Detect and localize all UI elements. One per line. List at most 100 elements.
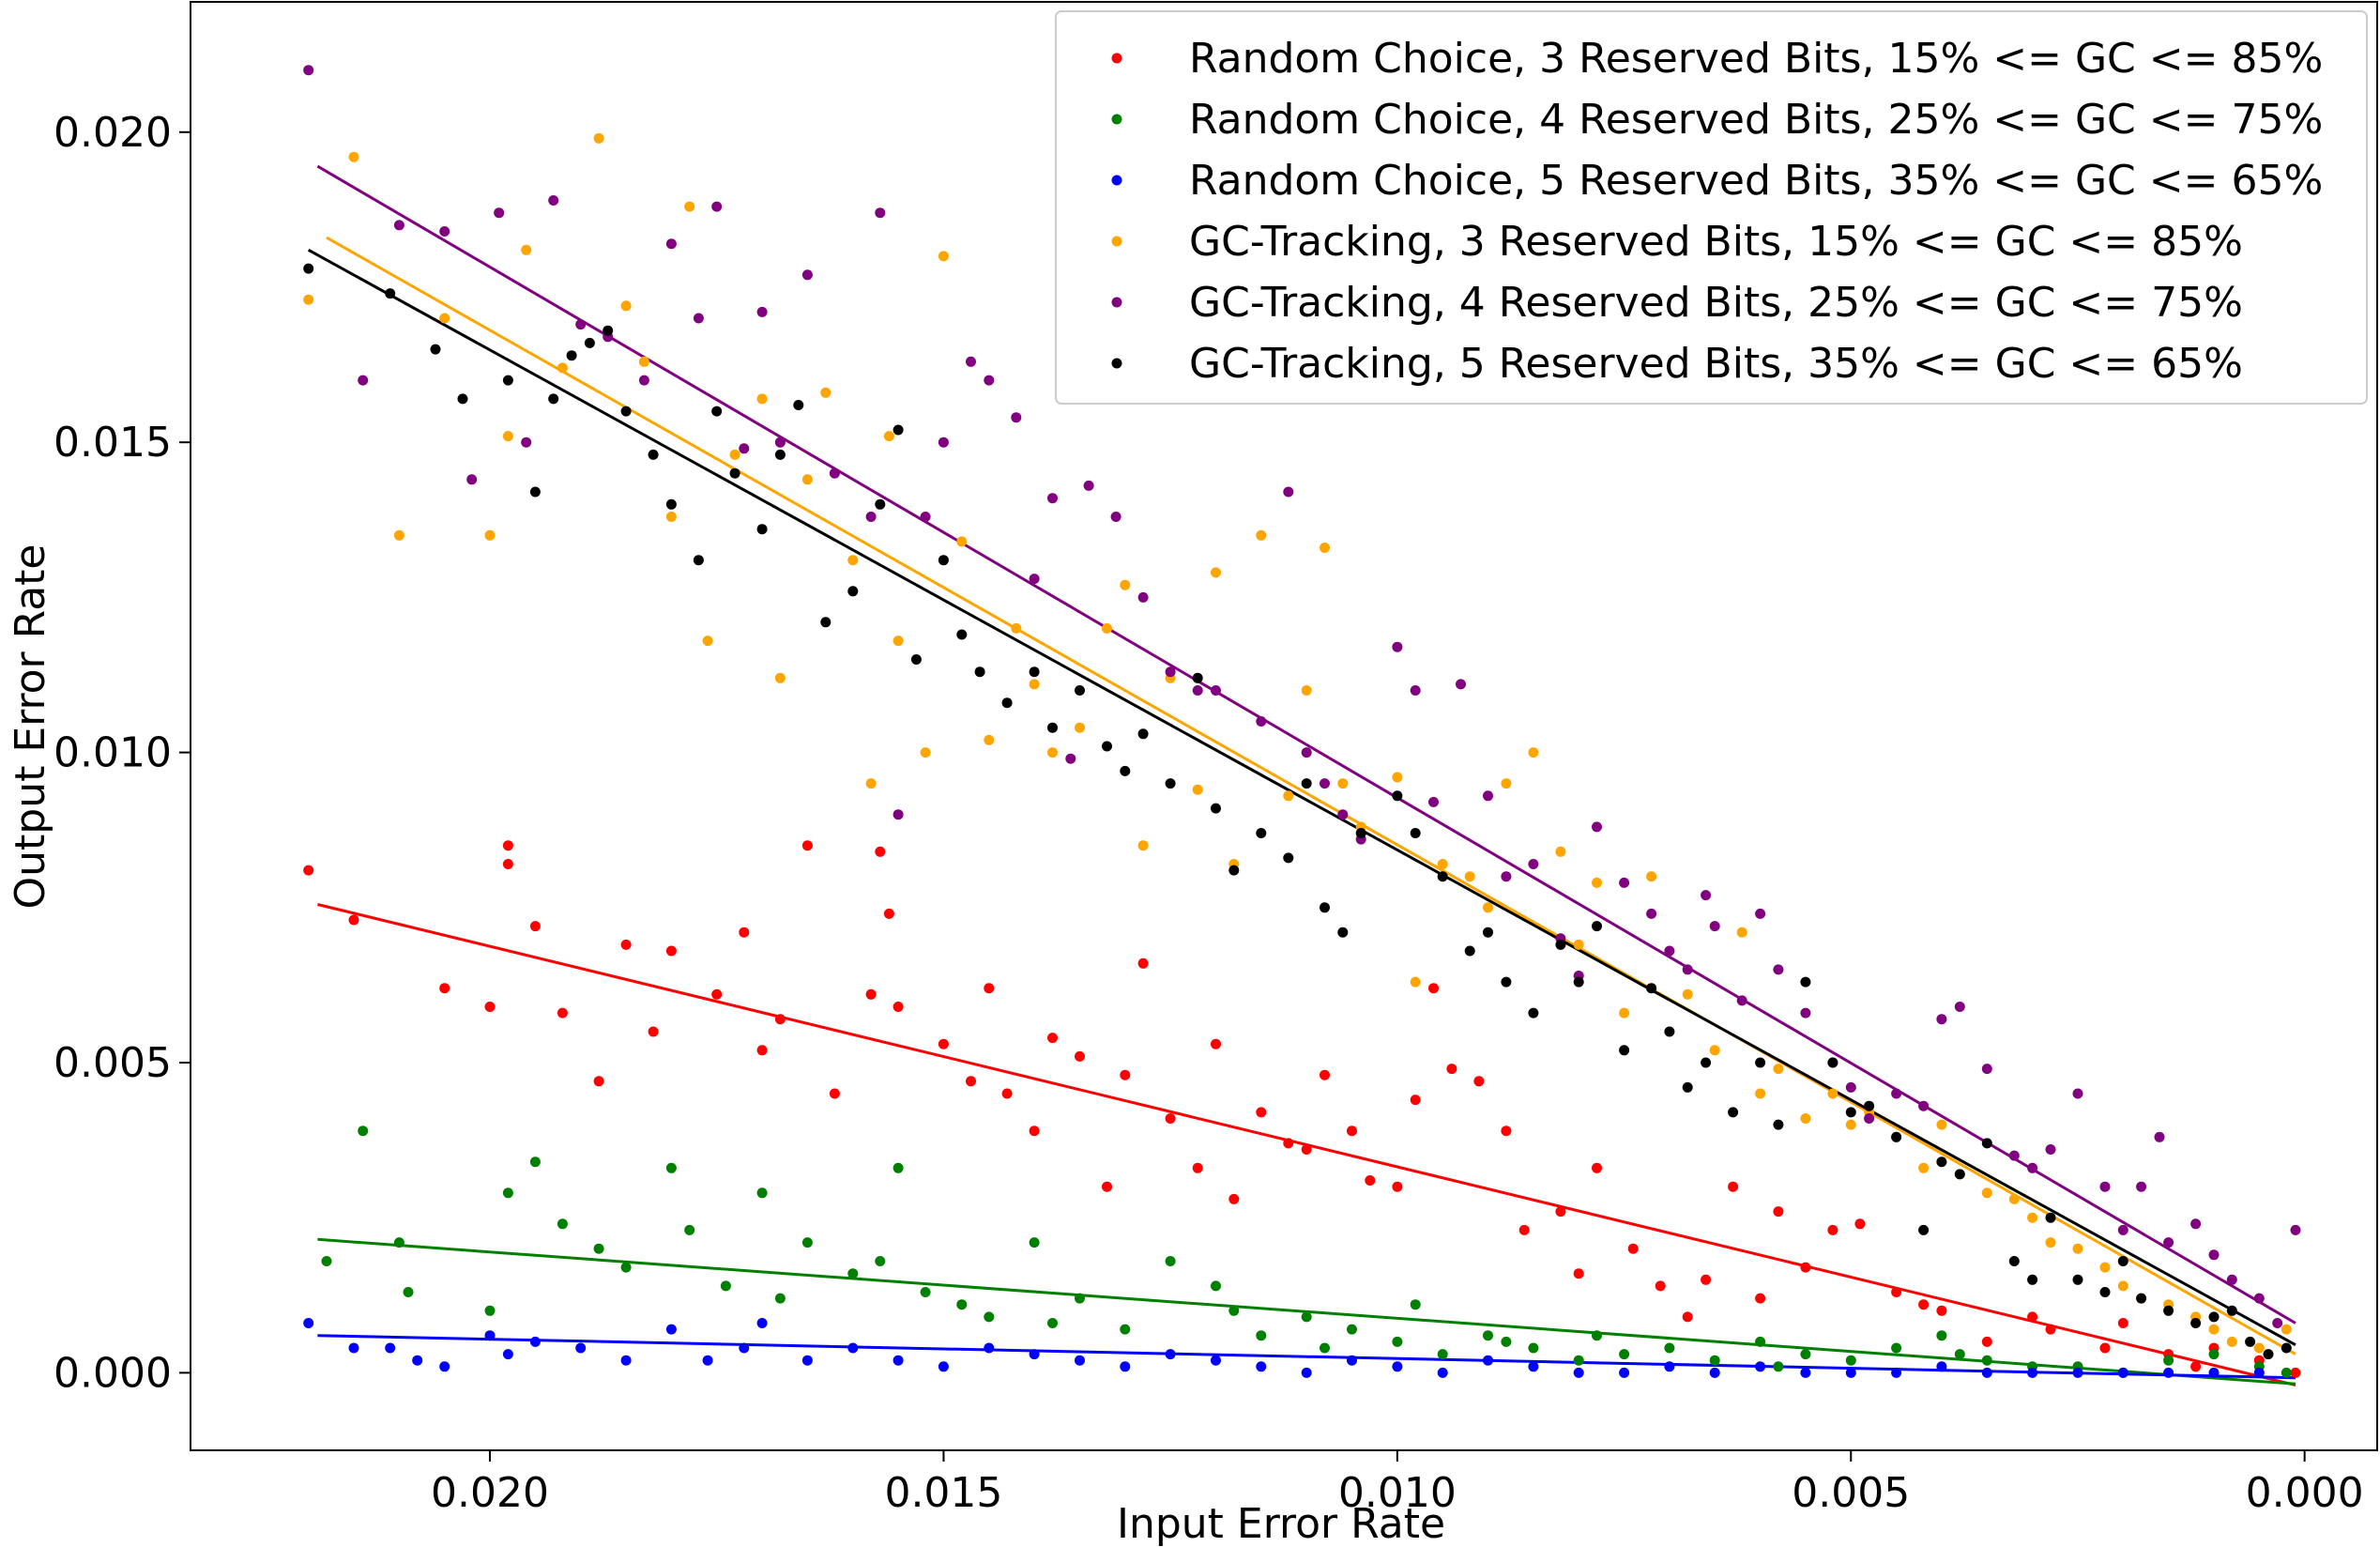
data-point — [2027, 1367, 2038, 1378]
data-point — [1011, 622, 1022, 634]
data-point — [1664, 1342, 1675, 1354]
data-point — [2045, 1144, 2056, 1155]
x-axis-title: Input Error Rate — [1117, 1500, 1445, 1547]
data-point — [1047, 1318, 1058, 1328]
legend-label: GC-Tracking, 4 Reserved Bits, 25% <= GC … — [1189, 279, 2243, 327]
data-point — [1392, 1361, 1403, 1372]
data-point — [1392, 1336, 1403, 1347]
data-point — [2117, 1256, 2128, 1266]
data-point — [1773, 964, 1784, 975]
data-point — [2027, 1274, 2038, 1285]
data-point — [303, 865, 314, 876]
data-point — [2154, 1131, 2165, 1142]
data-point — [566, 350, 577, 361]
data-point — [1918, 1299, 1930, 1310]
data-point — [729, 449, 740, 460]
data-point — [920, 747, 931, 758]
data-point — [892, 1002, 904, 1012]
data-point — [1891, 1342, 1902, 1354]
data-point — [1501, 778, 1512, 789]
data-point — [1137, 728, 1149, 740]
data-point — [2008, 1193, 2020, 1204]
data-point — [1120, 1361, 1131, 1372]
data-point — [756, 306, 768, 317]
data-point — [1619, 1045, 1630, 1056]
data-point — [883, 431, 894, 442]
data-point — [1320, 1342, 1330, 1354]
data-point — [1392, 790, 1403, 802]
data-point — [1001, 697, 1013, 709]
y-axis: 0.000 0.005 0.010 0.015 0.020 — [53, 109, 191, 1397]
y-tick-label: 0.010 — [53, 729, 172, 777]
data-point — [1800, 1262, 1811, 1273]
data-point — [892, 1355, 904, 1366]
data-point — [1047, 747, 1058, 758]
data-point — [1301, 1144, 1312, 1155]
data-point — [801, 269, 813, 281]
data-point — [2099, 1287, 2111, 1297]
data-point — [984, 734, 995, 745]
legend-label: Random Choice, 5 Reserved Bits, 35% <= G… — [1189, 157, 2323, 205]
data-point — [303, 294, 314, 305]
data-point — [829, 1088, 840, 1099]
data-point — [484, 1305, 496, 1316]
data-point — [1029, 666, 1040, 678]
data-point — [529, 1156, 541, 1168]
data-point — [1709, 1367, 1720, 1378]
data-point — [739, 927, 750, 938]
data-point — [1864, 1113, 1875, 1124]
data-point — [430, 344, 441, 355]
data-point — [484, 1330, 496, 1341]
data-point — [1655, 1280, 1666, 1292]
data-point — [575, 319, 587, 330]
data-point — [1573, 1268, 1584, 1279]
data-point — [1709, 921, 1720, 932]
data-point — [502, 375, 513, 386]
data-point — [1192, 784, 1203, 795]
data-point — [1592, 1162, 1602, 1173]
data-point — [1483, 790, 1493, 802]
data-point — [529, 1336, 541, 1347]
data-point — [1936, 1156, 1947, 1168]
data-point — [648, 449, 659, 460]
data-point — [756, 1045, 768, 1056]
data-point — [385, 1342, 396, 1354]
data-point — [638, 356, 649, 367]
data-point — [502, 431, 513, 442]
data-point — [1573, 976, 1584, 988]
data-point — [938, 251, 949, 262]
data-point — [1446, 1064, 1457, 1075]
data-point — [1320, 1069, 1330, 1080]
data-point — [1592, 821, 1602, 833]
data-point — [1483, 1330, 1493, 1341]
data-point — [774, 437, 786, 448]
data-point — [1075, 722, 1085, 733]
data-point — [457, 393, 468, 405]
data-point — [1773, 1064, 1784, 1075]
data-point — [2281, 1324, 2292, 1335]
data-point — [1755, 1361, 1766, 1372]
data-point — [984, 983, 995, 994]
data-point — [2253, 1367, 2265, 1378]
data-point — [1228, 1193, 1240, 1204]
data-point — [2099, 1262, 2111, 1273]
data-point — [665, 238, 677, 250]
data-point — [956, 536, 968, 547]
plot-area-frame — [190, 1, 2378, 1451]
data-point — [557, 1218, 568, 1230]
data-point — [684, 1224, 695, 1235]
data-point — [593, 1243, 604, 1254]
data-point — [620, 300, 632, 312]
data-point — [756, 393, 768, 405]
legend-marker — [1111, 236, 1122, 247]
data-point — [620, 1262, 632, 1273]
data-point — [1936, 1014, 1947, 1025]
data-point — [584, 337, 595, 348]
data-point — [529, 486, 541, 498]
data-point — [1800, 1367, 1811, 1378]
data-point — [801, 1355, 813, 1366]
data-point — [1256, 1330, 1267, 1341]
data-point — [1728, 1107, 1739, 1118]
data-point — [1773, 1119, 1784, 1130]
data-point — [847, 1268, 859, 1279]
